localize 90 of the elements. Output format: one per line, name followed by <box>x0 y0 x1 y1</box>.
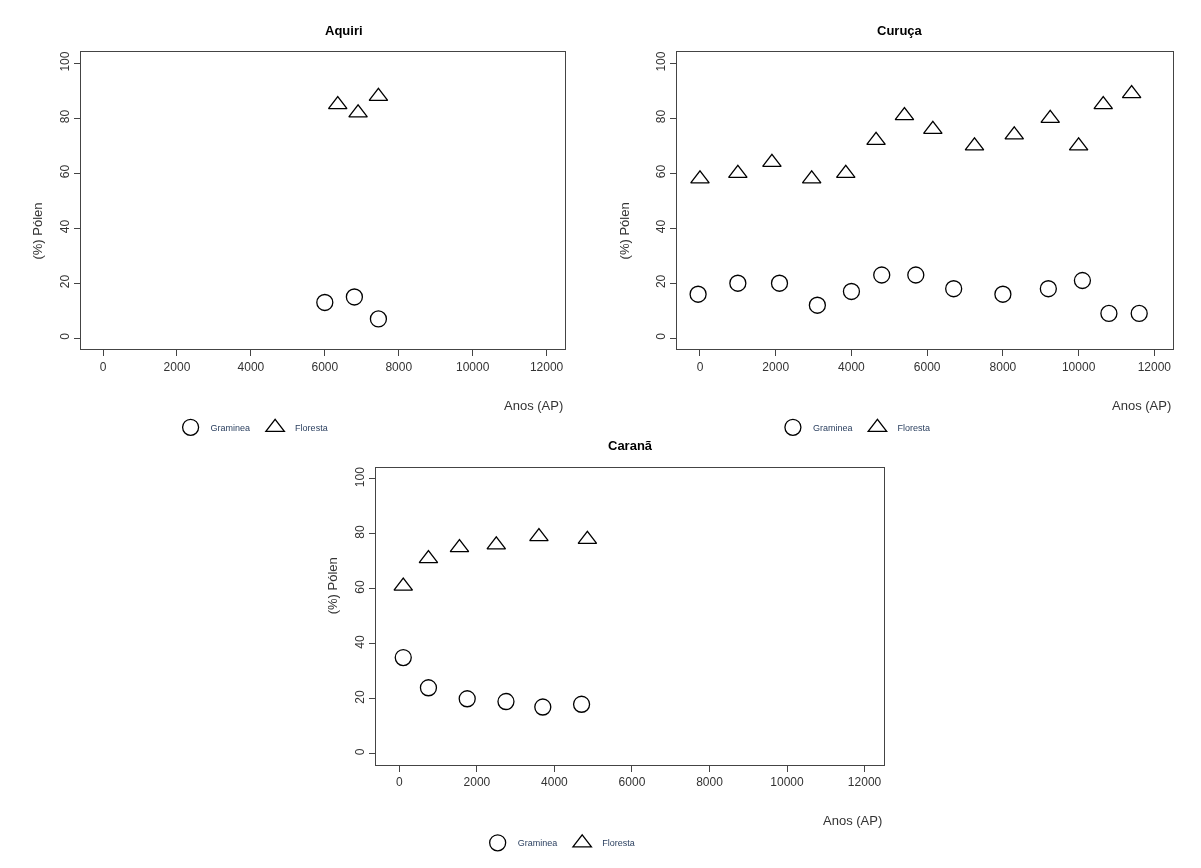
x-tick-label: 6000 <box>311 359 339 374</box>
point <box>316 293 334 312</box>
y-tick-label: 100 <box>353 466 368 488</box>
point <box>572 695 591 713</box>
x-tick-label: 4000 <box>838 359 866 374</box>
legend-label: Graminea <box>210 422 251 433</box>
x-tick-label: 8000 <box>696 775 724 790</box>
y-tick-label: 40 <box>58 219 73 234</box>
chart-title: Curuça <box>877 23 923 38</box>
chart-title: Aquiri <box>325 23 363 38</box>
point <box>866 131 886 145</box>
y-tick-label: 80 <box>654 109 669 124</box>
y-tick-label: 100 <box>654 51 669 72</box>
y-tick-label: 60 <box>58 164 73 179</box>
y-tick-label: 40 <box>353 635 368 649</box>
x-tick-label: 2000 <box>762 359 790 374</box>
x-tick-label: 6000 <box>913 359 941 374</box>
legend-label: Floresta <box>295 422 328 433</box>
point <box>894 106 915 121</box>
x-tick-label: 6000 <box>618 775 646 790</box>
y-tick-label: 20 <box>58 274 73 289</box>
point <box>945 280 963 298</box>
point <box>345 288 364 306</box>
point <box>1121 84 1142 99</box>
point <box>449 538 470 553</box>
x-tick-label: 8000 <box>989 359 1017 374</box>
point <box>690 170 710 184</box>
legend-label: Graminea <box>517 838 558 849</box>
legend-label: Floresta <box>897 422 930 433</box>
chart-title: Caranã <box>608 438 653 453</box>
point <box>368 87 389 102</box>
point <box>534 698 552 716</box>
point <box>1040 109 1061 124</box>
y-tick-label: 40 <box>654 219 669 234</box>
x-axis-title: Anos (AP) <box>504 398 564 413</box>
y-axis-title: (%) Pólen <box>29 202 45 260</box>
x-tick-label: 2000 <box>463 775 491 790</box>
point <box>394 648 412 667</box>
x-tick-label: 12000 <box>847 775 882 790</box>
x-axis-title: Anos (AP) <box>1112 398 1172 413</box>
x-tick-label: 0 <box>396 775 404 790</box>
point <box>529 527 549 542</box>
point <box>418 549 439 564</box>
y-axis-title: (%) Pólen <box>616 202 632 260</box>
y-tick-label: 20 <box>353 689 368 704</box>
x-tick-label: 0 <box>99 359 107 374</box>
legend-label: Floresta <box>602 838 635 849</box>
x-tick-label: 4000 <box>237 359 265 374</box>
point <box>458 690 476 708</box>
point <box>762 153 782 167</box>
legend-label: Graminea <box>812 422 853 433</box>
point <box>1039 280 1057 298</box>
y-tick-label: 60 <box>353 580 368 594</box>
point <box>729 274 747 292</box>
point <box>770 274 789 292</box>
point <box>419 679 438 697</box>
point <box>808 296 827 314</box>
point <box>1100 304 1118 323</box>
point <box>842 282 861 301</box>
point <box>907 266 925 284</box>
point <box>369 310 388 328</box>
y-axis-title: (%) Pólen <box>324 557 340 615</box>
point <box>994 285 1012 303</box>
y-tick-label: 0 <box>58 332 73 340</box>
point <box>497 692 515 711</box>
y-tick-label: 80 <box>58 109 73 124</box>
y-tick-label: 60 <box>654 164 669 179</box>
x-tick-label: 12000 <box>1137 359 1172 374</box>
x-tick-label: 10000 <box>1061 359 1096 374</box>
y-tick-label: 0 <box>353 748 368 756</box>
point <box>1073 271 1092 290</box>
point <box>873 266 891 284</box>
x-tick-label: 2000 <box>163 359 191 374</box>
x-tick-label: 0 <box>696 359 704 374</box>
x-tick-label: 10000 <box>770 775 805 790</box>
point <box>327 95 348 110</box>
point <box>689 285 707 303</box>
point <box>348 104 368 118</box>
x-tick-label: 10000 <box>455 359 490 374</box>
x-tick-label: 8000 <box>385 359 413 374</box>
y-tick-label: 20 <box>654 274 669 289</box>
y-tick-label: 80 <box>353 525 368 539</box>
y-tick-label: 0 <box>654 332 669 340</box>
x-tick-label: 4000 <box>541 775 569 790</box>
point <box>1093 95 1114 110</box>
x-tick-label: 12000 <box>529 359 564 374</box>
x-axis-title: Anos (AP) <box>823 813 883 828</box>
point <box>1130 304 1148 323</box>
point <box>577 530 598 545</box>
y-tick-label: 100 <box>58 51 73 72</box>
